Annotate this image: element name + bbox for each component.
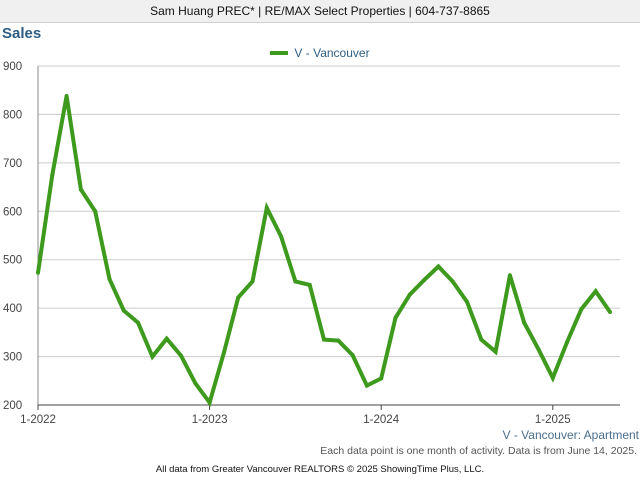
data-point: [536, 347, 541, 352]
data-point: [250, 279, 255, 284]
data-point: [179, 353, 183, 358]
data-point: [579, 307, 584, 312]
data-point: [279, 234, 284, 239]
y-tick-label: 800: [3, 109, 22, 121]
chart-title: Sales: [2, 25, 42, 42]
agent-header: Sam Huang PREC* | RE/MAX Select Properti…: [0, 0, 640, 23]
x-tick-label: 1-2024: [363, 414, 399, 426]
data-point: [479, 337, 484, 342]
data-point: [78, 187, 83, 192]
data-point: [164, 336, 169, 341]
data-point: [207, 400, 212, 405]
chart-legend: V - Vancouver: [0, 46, 640, 60]
data-point: [336, 338, 341, 343]
legend-series-label: V - Vancouver: [294, 46, 370, 60]
data-point: [350, 353, 355, 358]
data-point: [150, 354, 155, 359]
data-point: [379, 376, 384, 381]
y-tick-label: 200: [3, 400, 22, 412]
data-point: [465, 299, 469, 304]
data-credit: All data from Greater Vancouver REALTORS…: [155, 464, 485, 475]
data-point: [407, 292, 412, 297]
y-tick-label: 600: [3, 206, 22, 218]
data-point: [293, 279, 298, 284]
data-point: [236, 295, 241, 300]
data-point: [593, 289, 598, 294]
data-point: [136, 320, 141, 325]
agent-info-text: Sam Huang PREC* | RE/MAX Select Properti…: [150, 4, 490, 18]
data-point: [608, 310, 612, 314]
data-point: [550, 375, 555, 380]
data-point: [393, 315, 398, 320]
data-point: [307, 282, 312, 287]
x-tick-label: 1-2022: [20, 414, 56, 426]
data-point: [264, 205, 269, 210]
x-tick-label: 1-2025: [535, 414, 571, 426]
data-point: [93, 209, 98, 214]
data-point: [193, 381, 198, 386]
data-point: [36, 270, 40, 275]
data-point: [522, 320, 527, 325]
y-tick-label: 500: [3, 255, 22, 267]
data-point: [121, 308, 126, 313]
series-note: V - Vancouver: Apartment: [502, 428, 639, 442]
data-point: [64, 94, 69, 98]
data-point: [450, 279, 455, 284]
data-point: [565, 340, 570, 344]
data-point: [221, 350, 226, 355]
data-point: [507, 273, 512, 278]
y-tick-label: 700: [3, 158, 22, 170]
data-point: [322, 337, 326, 342]
data-point: [364, 383, 369, 388]
x-tick-label: 1-2023: [192, 414, 228, 426]
data-point: [422, 278, 427, 283]
y-tick-label: 900: [3, 61, 22, 73]
data-point: [493, 349, 498, 354]
y-tick-label: 300: [3, 352, 22, 364]
data-footnote: Each data point is one month of activity…: [320, 445, 637, 457]
y-tick-label: 400: [3, 303, 22, 315]
data-point: [50, 173, 55, 177]
data-point: [107, 277, 112, 282]
legend-swatch: [270, 50, 289, 55]
data-point: [436, 264, 441, 269]
